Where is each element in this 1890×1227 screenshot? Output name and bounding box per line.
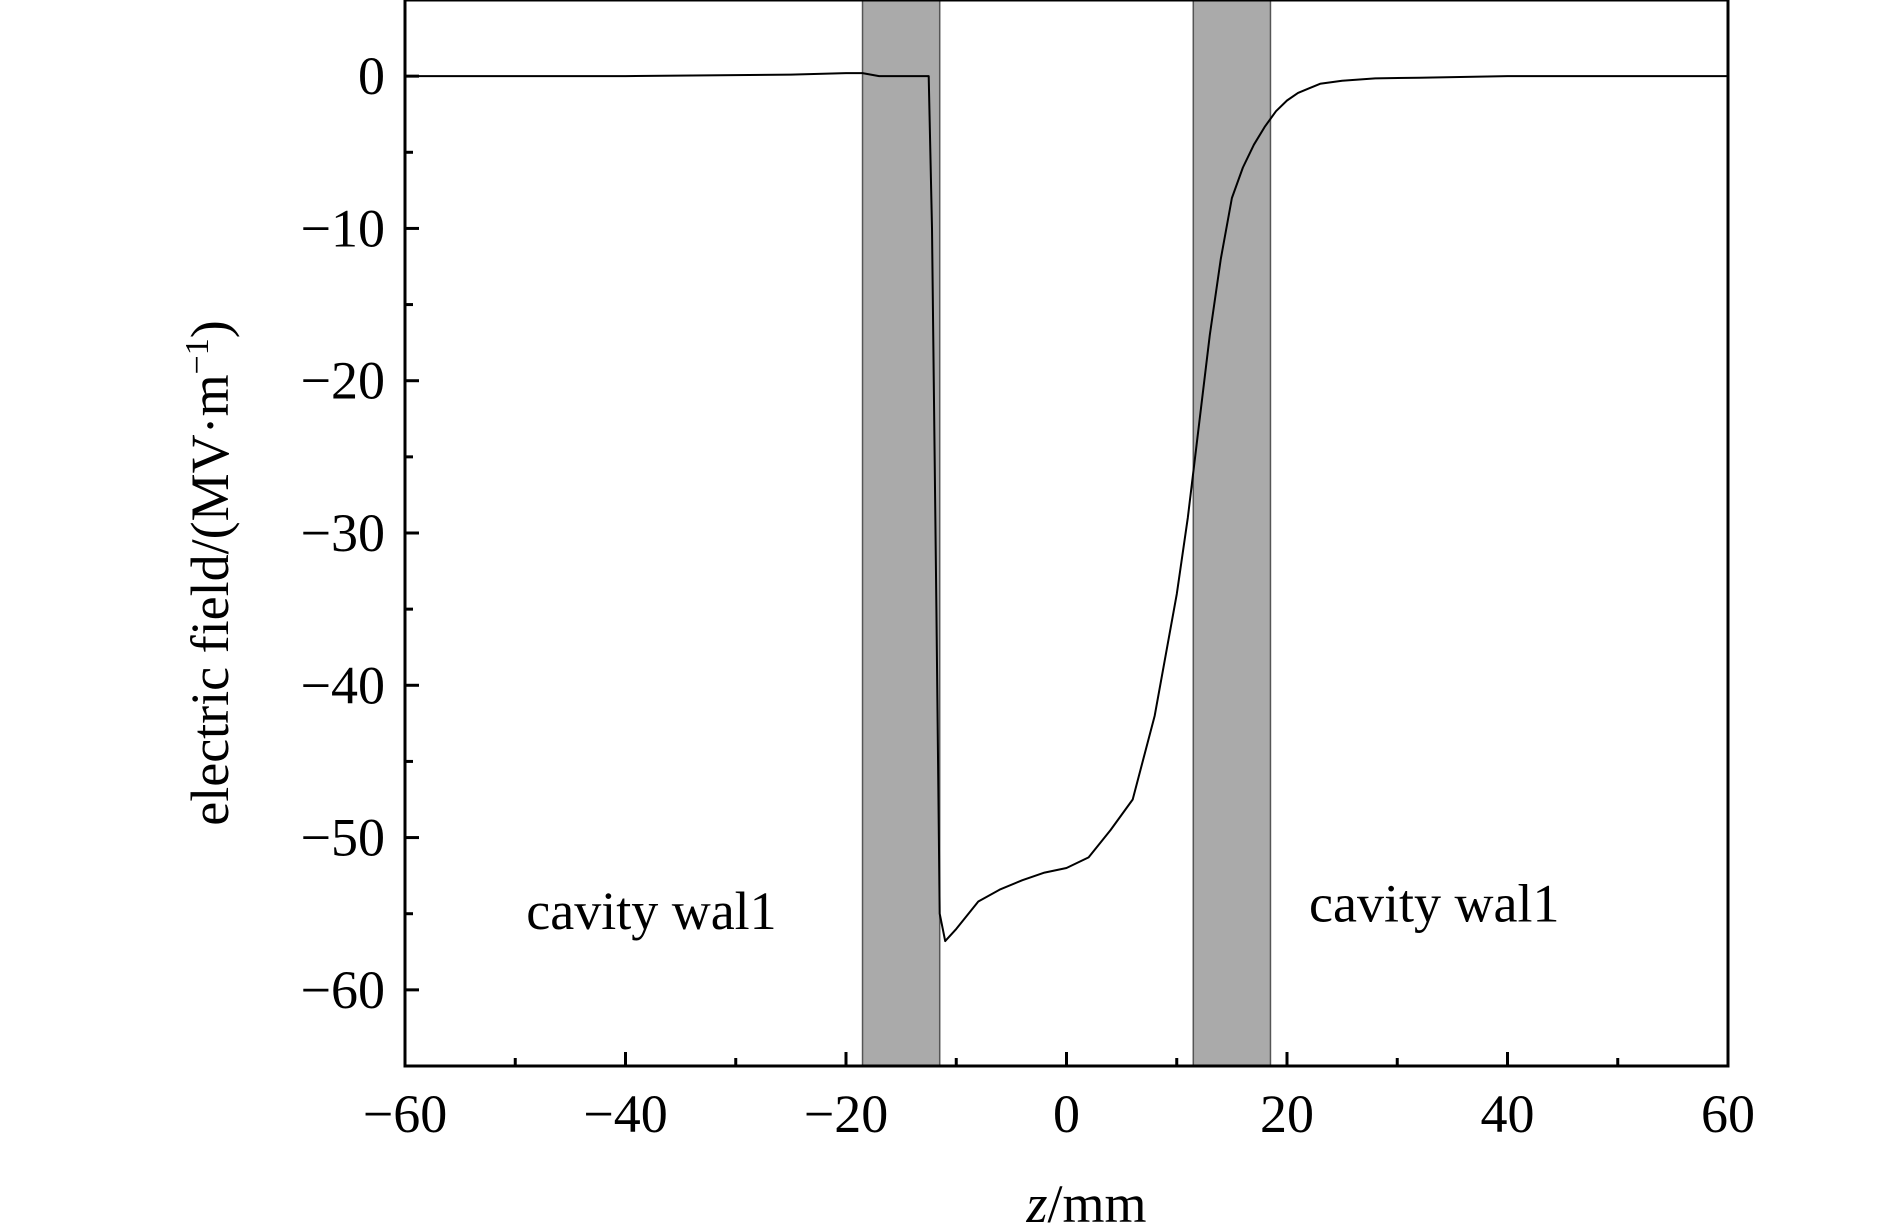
y-axis-label-sup: −1 (179, 338, 216, 374)
cavity-wall-label-1: cavity wal1 (526, 881, 776, 941)
x-tick-label: 20 (1260, 1084, 1314, 1144)
x-tick-label: 40 (1481, 1084, 1535, 1144)
y-tick-label: −40 (301, 655, 385, 715)
x-axis-label-italic: z (1025, 1174, 1047, 1227)
x-tick-label: 60 (1701, 1084, 1755, 1144)
x-tick-label: −60 (363, 1084, 447, 1144)
cavity-wall-label-2: cavity wal1 (1309, 873, 1559, 933)
band-annotations: cavity wal1 cavity wal1 (526, 873, 1559, 941)
x-axis-label-unit: /mm (1048, 1174, 1147, 1227)
y-tick-label: −50 (301, 808, 385, 868)
y-tick-label: −10 (301, 198, 385, 258)
y-axis-label-main: electric field/(MV·m (180, 374, 240, 825)
x-tick-label: −20 (804, 1084, 888, 1144)
series-line-1 (405, 72, 1728, 943)
cavity-wall-band-1 (861, 0, 941, 1067)
y-tick-label: 0 (358, 46, 385, 106)
x-tick-label: 0 (1053, 1084, 1080, 1144)
y-axis-label: electric field/(MV·m−1) (179, 320, 240, 825)
axis-tick-labels: −60 −40 −20 0 20 40 60 0 −10 −20 −30 −40 −50 −60 (301, 46, 1755, 1144)
y-axis-label-close: ) (180, 320, 240, 338)
y-tick-label: −30 (301, 503, 385, 563)
cavity-wall-bands (861, 0, 1272, 1067)
x-axis-label: z/mm (1025, 1174, 1146, 1227)
x-tick-label: −40 (583, 1084, 667, 1144)
y-tick-label: −20 (301, 351, 385, 411)
axis-ticks (403, 74, 1730, 1066)
cavity-wall-band-2 (1192, 0, 1272, 1067)
series-lines (405, 72, 1728, 943)
y-tick-label: −60 (301, 960, 385, 1020)
